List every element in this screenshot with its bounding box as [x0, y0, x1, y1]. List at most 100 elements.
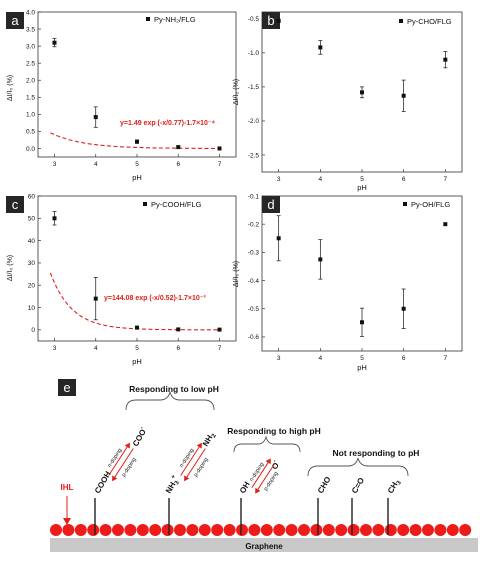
- ion-dot: [322, 524, 335, 536]
- panel-c-ytick-label: 40: [28, 238, 36, 245]
- panel-b-data-point: [276, 18, 281, 23]
- ion-dot: [347, 524, 360, 536]
- ion-dot: [298, 524, 310, 536]
- panel-c-ytick-label: 0: [31, 327, 35, 334]
- panel-a-ytick-label: 2.5: [26, 60, 35, 67]
- panel-a-xtick-label: 6: [176, 161, 180, 168]
- panel-d-ytick-label: -0.1: [248, 193, 260, 200]
- panel-b-legend-marker: [399, 19, 403, 23]
- panel-c-xtick-label: 4: [94, 345, 98, 352]
- panel-a-ytick-label: 1.0: [26, 112, 35, 119]
- group-coo: COO-: [130, 425, 149, 448]
- panel-a-xlabel: pH: [132, 173, 142, 182]
- panel-a-data-point: [217, 146, 222, 151]
- panel-a-fit-curve: [50, 132, 222, 149]
- ion-dot: [285, 524, 298, 536]
- ion-dot: [335, 524, 348, 536]
- panel-a-legend-marker: [146, 17, 150, 21]
- panel-a-ytick-label: 4.0: [26, 9, 35, 16]
- panel-c-fit-equation: y=144.08 exp (-x/0.52)-1.7×10⁻³: [104, 295, 206, 302]
- panel-b-xlabel: pH: [357, 183, 367, 192]
- panel-d-label: d: [267, 197, 274, 212]
- panel-c-xtick-label: 6: [176, 345, 180, 352]
- group-nh3: NH3+: [163, 474, 183, 496]
- panel-b-ytick-label: -1.5: [248, 84, 260, 91]
- panel-d-ytick-label: -0.5: [248, 306, 260, 313]
- panel-a-ytick-label: 3.5: [26, 26, 35, 33]
- panel-a-xtick-label: 3: [53, 161, 57, 168]
- ion-dot: [434, 524, 447, 536]
- group-oh: OH: [238, 480, 252, 495]
- ion-dot: [112, 524, 124, 536]
- panel-b-data-point: [443, 57, 448, 62]
- group-o: O-: [269, 459, 282, 471]
- group-cho: CHO: [316, 475, 333, 495]
- panel-a-ytick-label: 1.5: [26, 95, 35, 102]
- ion-dot: [161, 524, 174, 536]
- panel-e-label: e: [63, 380, 70, 395]
- panel-c-data-point: [52, 216, 57, 221]
- panel-d-data-point: [360, 320, 364, 325]
- ion-dot: [186, 524, 199, 536]
- panel-b-ytick-label: -1.0: [248, 50, 260, 57]
- graphene-layer: [50, 538, 478, 552]
- panel-a-ylabel: ΔI/I₀ (%): [7, 75, 14, 101]
- ion-dot: [124, 524, 137, 536]
- panel-d-xlabel: pH: [357, 363, 367, 372]
- group-co: C=O: [350, 476, 366, 495]
- p-doping-label-nh: p-doping: [193, 457, 210, 478]
- panel-b-label: b: [267, 13, 274, 28]
- panel-c-ytick-label: 60: [28, 193, 36, 200]
- panel-c-data-point: [135, 325, 139, 330]
- panel-a-data-point: [52, 40, 57, 45]
- panel-a-xtick-label: 7: [218, 161, 222, 168]
- panel-b-ytick-label: -2.5: [248, 152, 260, 159]
- panel-c-ytick-label: 10: [28, 305, 36, 312]
- panel-b-ytick-label: -2.0: [248, 118, 260, 125]
- panel-d-ytick-label: -0.3: [248, 250, 260, 257]
- ion-dot: [360, 524, 372, 536]
- group-nh2: NH2: [201, 430, 218, 449]
- panel-a-data-point: [176, 145, 181, 150]
- p-doping-label-cooh: p-doping: [121, 457, 138, 478]
- panel-c-ylabel: ΔI/I₀ (%): [7, 255, 14, 281]
- ion-dot: [397, 524, 410, 536]
- ion-dot: [87, 524, 100, 536]
- ion-dot: [446, 524, 459, 536]
- panel-b-xtick-label: 3: [277, 176, 281, 183]
- panel-d-xtick-label: 5: [360, 355, 364, 362]
- panel-d-data-point: [443, 222, 448, 227]
- panel-b-ytick-label: -0.5: [248, 16, 260, 23]
- ion-dot: [409, 524, 422, 536]
- brace-no-response: [307, 457, 409, 477]
- panel-a-fit-equation: y=1.49 exp (-x/0.77)-1.7×10⁻⁴: [120, 120, 216, 127]
- panel-d-xtick-label: 4: [319, 355, 323, 362]
- ion-dot: [223, 524, 236, 536]
- panel-d-ytick-label: -0.4: [248, 278, 260, 285]
- brace-low-ph: [125, 391, 215, 411]
- panel-b-xtick-label: 7: [444, 176, 448, 183]
- panel-d-label-box: [262, 196, 280, 213]
- panel-d-xtick-label: 7: [444, 355, 448, 362]
- ion-dot: [422, 524, 434, 536]
- panel-c-chart: c Py-COOH/FLG ΔI/I₀ (%) pH y=144.08 exp …: [6, 193, 237, 366]
- panel-d-legend: Py-OH/FLG: [411, 200, 450, 209]
- panel-d-legend-marker: [403, 202, 407, 206]
- panel-a-chart: a Py-NH₂/FLG ΔI/I₀ (%) pH y=1.49 exp (-x…: [6, 9, 237, 182]
- panel-c-xtick-label: 5: [135, 345, 139, 352]
- panel-c-label: c: [12, 197, 19, 212]
- panel-b-xtick-label: 6: [402, 176, 406, 183]
- group-ch3: CH3: [386, 477, 403, 496]
- panel-c-data-point: [176, 327, 181, 332]
- p-doping-label-oh: p-doping: [263, 471, 280, 492]
- panel-d-ytick-label: -0.2: [248, 221, 260, 228]
- ion-dot: [236, 524, 248, 536]
- panel-c-plot-frame: [37, 195, 237, 342]
- ion-dot: [149, 524, 162, 536]
- ion-dot: [310, 524, 323, 536]
- ion-dot: [136, 524, 149, 536]
- ion-dot: [248, 524, 261, 536]
- panel-a-xtick-label: 5: [135, 161, 139, 168]
- panel-c-legend-marker: [143, 202, 147, 206]
